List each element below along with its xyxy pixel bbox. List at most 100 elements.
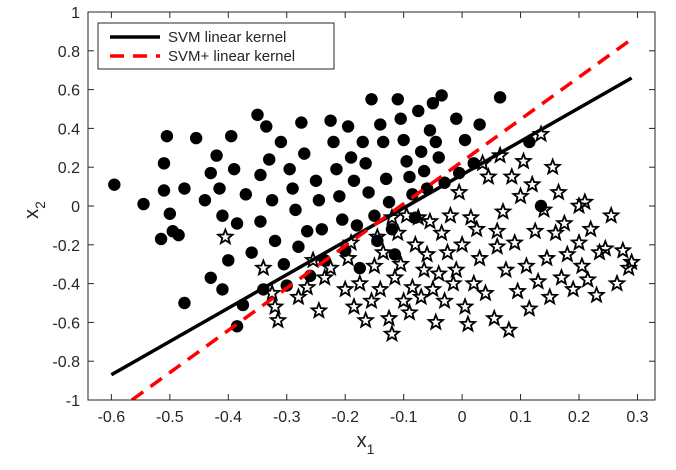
data-point-star [613,240,633,259]
y-tick-label: 1 [71,5,80,22]
data-point-circle [222,254,235,267]
legend: SVM linear kernel SVM+ linear kernel [97,22,335,70]
data-point-circle [157,184,171,197]
y-tick-label: 0.8 [58,44,80,61]
data-point-circle [400,155,413,168]
data-point-circle [391,93,405,106]
legend-label: SVM+ linear kernel [168,48,295,65]
data-point-star [429,263,449,283]
data-point-circle [154,232,168,246]
data-point-star [528,271,548,290]
data-point-star [338,248,358,267]
data-point-star [399,302,420,321]
data-point-star [505,232,525,251]
svm-plus-line [130,37,633,400]
data-point-star [440,205,460,224]
data-point-star [455,296,475,315]
data-point-circle [251,108,264,122]
data-point-star [437,242,458,261]
x-tick-label: -0.3 [273,409,301,426]
data-point-star [420,211,440,230]
data-point-circle [289,203,302,217]
data-point-circle [365,93,378,106]
data-point-star [408,207,428,226]
y-tick-label: -1 [66,393,80,410]
data-point-circle [163,207,177,220]
data-point-circle [344,151,358,164]
data-point-star [522,174,542,193]
data-point-circle [277,258,291,271]
data-point-circle [353,261,367,275]
data-point-star [578,269,598,288]
data-point-star [595,238,615,257]
data-point-star [607,273,627,292]
data-point-circle [493,91,507,104]
data-point-star [484,308,504,327]
data-point-circle [403,170,416,184]
data-point-circle [341,120,355,133]
data-point-star [344,296,364,315]
data-point-circle [414,145,428,158]
data-point-star [619,258,639,277]
data-point-circle [376,135,390,149]
data-point-star [402,277,422,296]
data-point-circle [198,193,212,207]
data-point-circle [359,157,372,170]
data-point-circle [160,129,174,143]
data-point-circle [458,133,472,147]
data-point-circle [450,112,463,125]
data-point-circle [388,248,402,261]
data-point-star [449,182,469,201]
data-point-circle [265,193,279,207]
data-point-circle [254,168,267,182]
data-point-star [581,219,601,238]
data-point-star [265,296,285,315]
y-tick-label: -0.6 [52,315,80,332]
data-point-star [297,277,317,296]
data-point-circle [204,166,217,180]
data-point-star [268,310,288,329]
x-axis-label: x1 [357,430,375,457]
data-point-star [435,291,455,310]
data-point-circle [330,162,343,176]
data-point-star [382,324,402,343]
data-point-star [499,320,519,339]
data-point-star [379,308,399,327]
data-point-circle [157,157,171,170]
data-point-circle [426,96,440,110]
axes: -0.6 -0.5 -0.4 -0.3 -0.2 -0.1 0 0.1 0.2 0.3 -1 -0.8… [21,5,656,457]
data-point-star [493,201,513,220]
y-tick-label: -0.4 [52,277,80,294]
x-tick-label: -0.6 [98,409,126,426]
data-point-star [587,285,607,304]
data-point-star [543,157,563,176]
data-point-star [397,205,417,224]
data-point-star [335,279,355,298]
data-point-circle [189,131,203,145]
x-tick-label: -0.2 [331,409,359,426]
data-point-star [385,267,405,286]
data-point-circle [263,153,276,166]
x-tick-label: 0.3 [626,409,648,426]
data-point-circle [230,320,244,333]
axes-box [87,11,656,401]
data-point-circle [350,219,364,232]
data-point-star [446,260,466,279]
data-point-star [554,213,574,232]
data-point-star [350,273,370,292]
data-point-circle [374,118,387,131]
data-point-star [443,273,463,292]
data-point-circle [315,223,329,236]
data-point-circle [268,234,282,248]
y-axis-label-subscript: 2 [32,201,48,209]
data-point-star [589,242,609,261]
data-point-star [315,267,335,286]
data-point-star [470,248,490,267]
data-point-circle [417,164,431,178]
data-point-star [569,232,589,251]
data-point-circle [333,190,346,203]
data-point-star [540,287,560,306]
data-point-star [432,223,452,242]
data-point-star [622,252,642,271]
